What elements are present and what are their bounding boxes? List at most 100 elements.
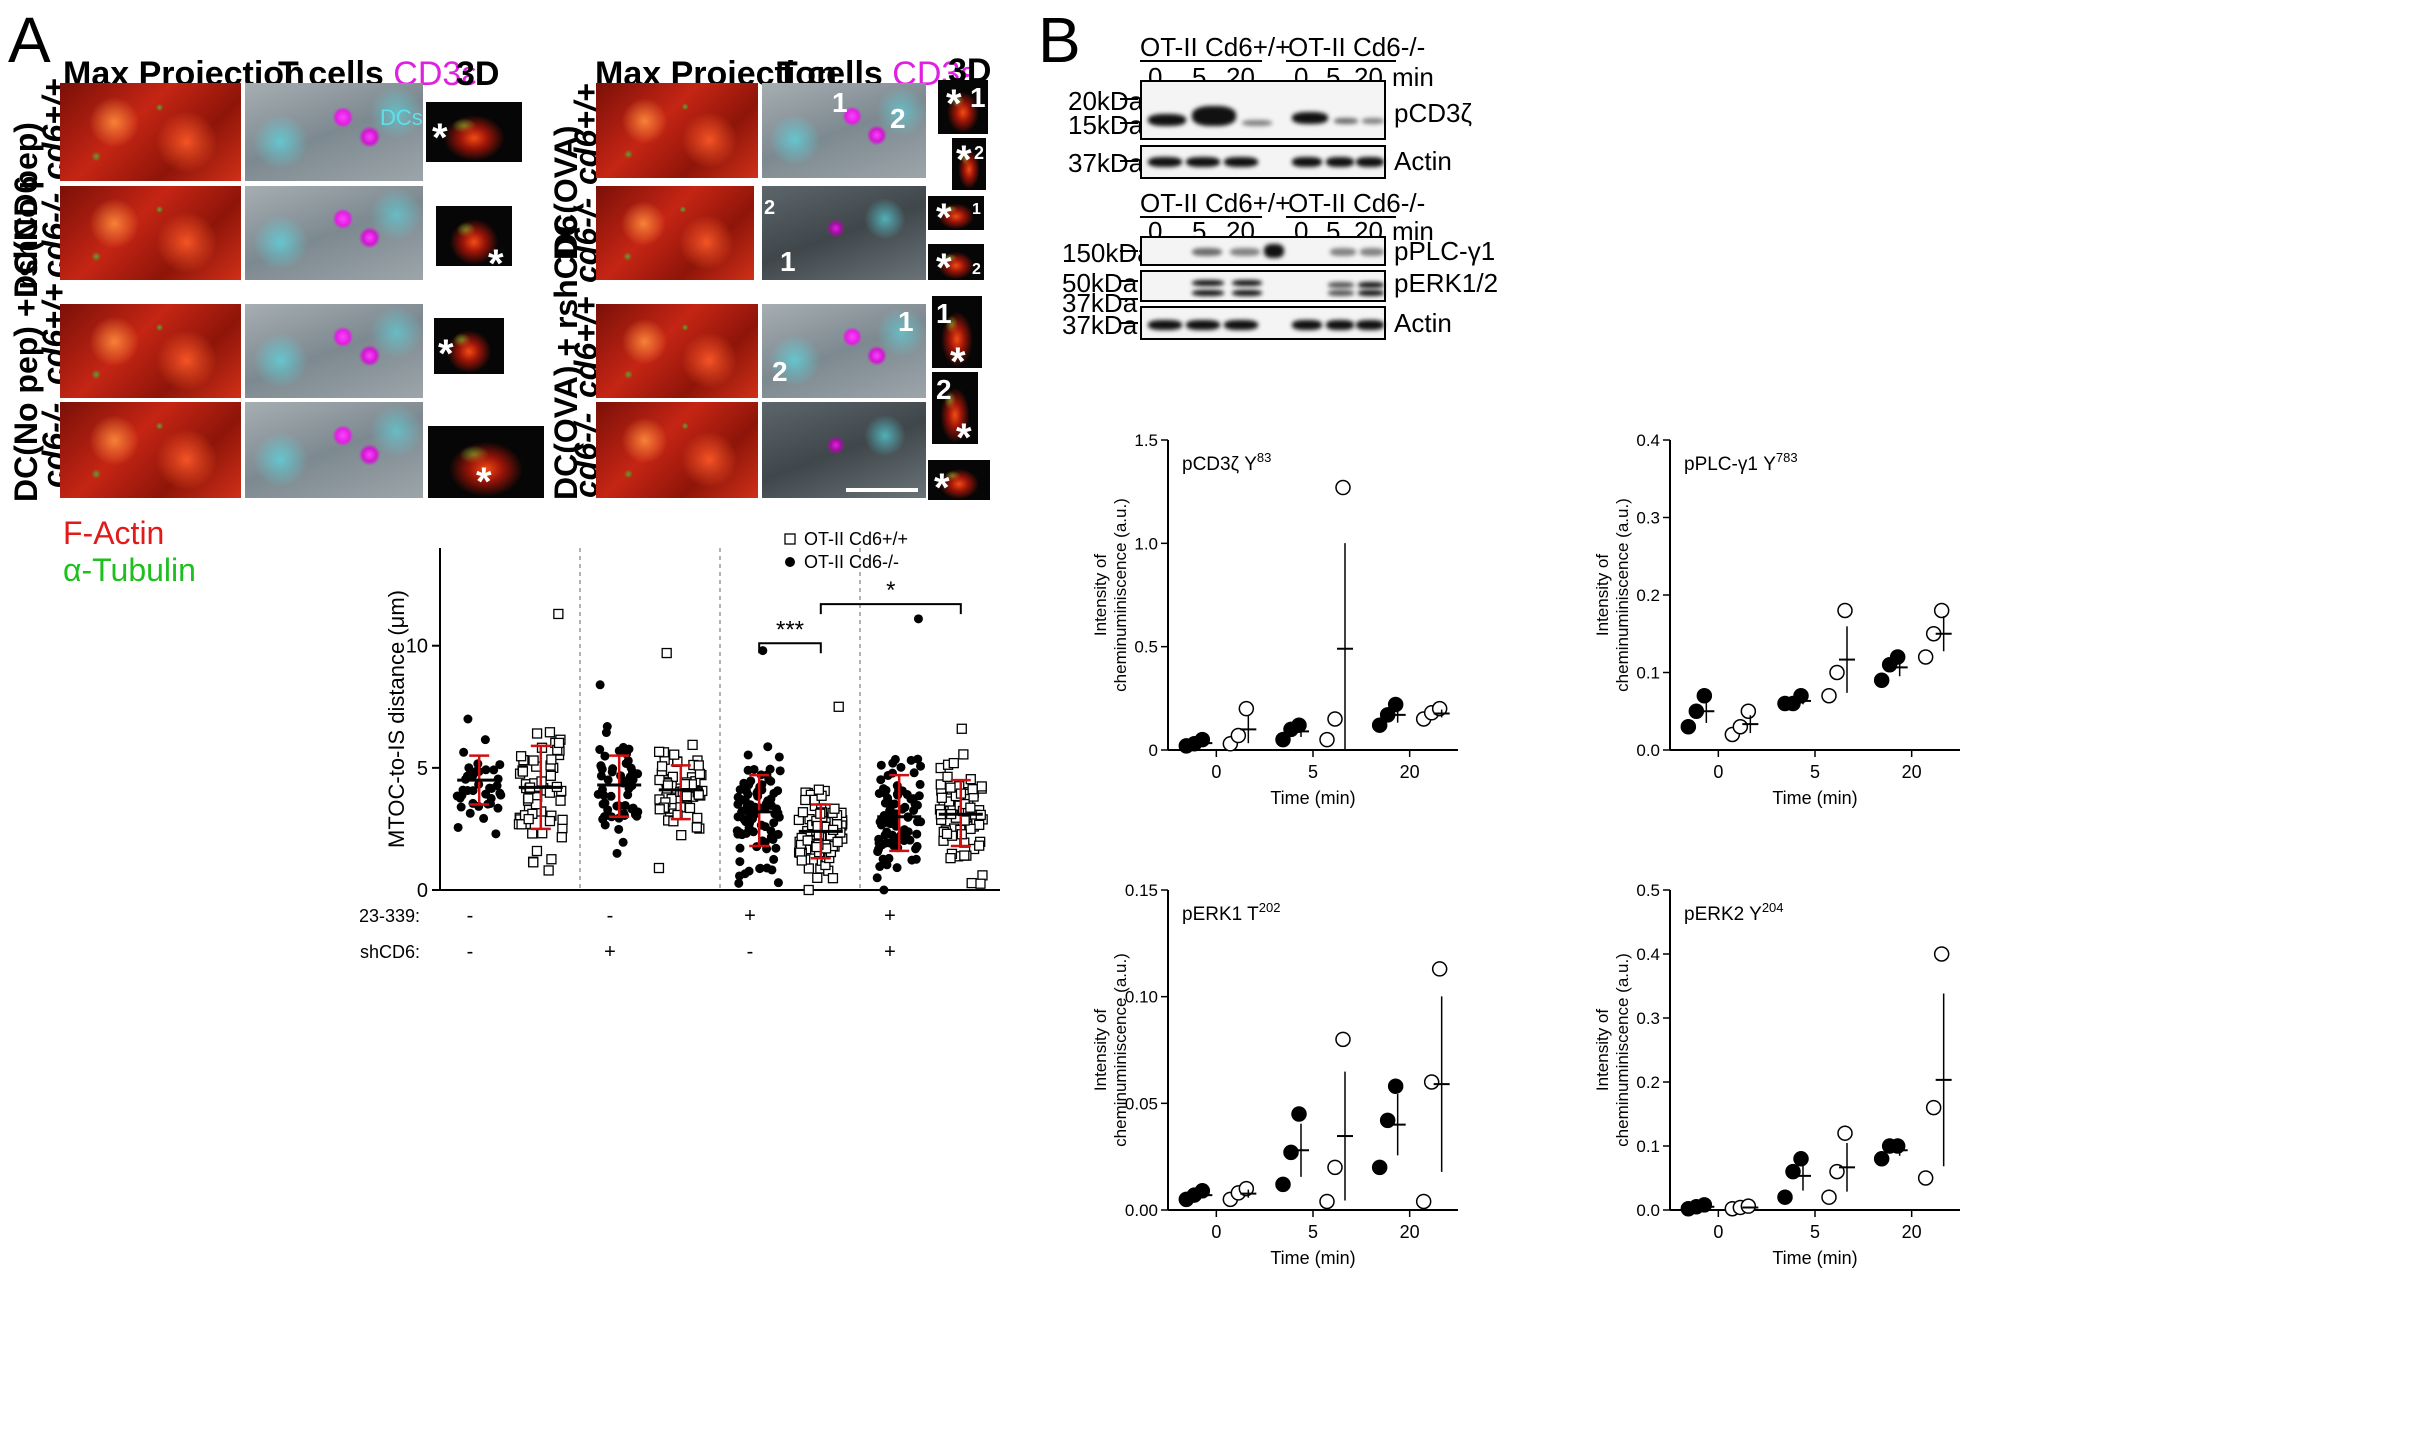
data-point	[599, 790, 609, 800]
data-point	[912, 829, 922, 839]
time-unit-label: min	[1392, 62, 1434, 92]
y-axis-label: cheminuminiscence (a.u.)	[1613, 498, 1632, 692]
data-point	[515, 751, 527, 762]
data-point	[1732, 719, 1749, 735]
data-point	[653, 746, 665, 757]
data-point	[619, 810, 629, 820]
data-point	[553, 608, 564, 620]
data-point	[942, 771, 953, 782]
data-point	[481, 765, 491, 775]
y-tick-label: 0.3	[1636, 509, 1660, 528]
data-point	[734, 878, 744, 888]
y-axis-label: Intensity of	[1091, 1009, 1110, 1091]
x-tick-label: 20	[1400, 762, 1420, 782]
x-tick-label: 20	[1400, 1222, 1420, 1242]
data-point	[1696, 688, 1713, 704]
cell-number-1: 1	[970, 82, 986, 113]
legend-label: OT-II Cd6-/-	[804, 552, 899, 572]
data-point	[1291, 1106, 1307, 1122]
data-point	[974, 840, 985, 851]
y-tick-label: 0.0	[1636, 1201, 1660, 1220]
data-point	[1873, 1151, 1890, 1167]
data-point	[733, 812, 743, 822]
data-point	[654, 774, 665, 786]
micrograph-max-projection	[596, 304, 758, 398]
data-point	[544, 815, 556, 827]
data-point	[1680, 719, 1697, 735]
data-point	[691, 822, 702, 833]
micrograph-t-cells: DCs	[245, 83, 423, 181]
protein-label-perk: pERK1/2	[1394, 268, 1499, 298]
data-point	[496, 790, 506, 800]
micrograph-3d: *	[426, 102, 522, 162]
data-point	[623, 790, 633, 800]
y-tick-label: 5	[417, 758, 428, 780]
data-point	[1925, 1099, 1942, 1116]
data-point	[875, 862, 885, 872]
y-tick-label: 0.5	[1636, 881, 1660, 900]
data-point	[1917, 649, 1934, 665]
y-tick-label: 0.05	[1125, 1094, 1158, 1113]
y-axis-label: cheminuminiscence (a.u.)	[1111, 498, 1130, 692]
micrograph-t-cells	[245, 304, 423, 398]
data-point	[692, 812, 703, 824]
mw-tick	[1120, 250, 1138, 252]
data-point	[479, 813, 489, 823]
data-point	[1777, 1189, 1793, 1205]
data-point	[1821, 1189, 1837, 1205]
cell-number-2: 2	[936, 374, 952, 405]
significance-label: *	[886, 577, 895, 604]
data-point	[495, 760, 505, 770]
data-point	[945, 852, 956, 864]
panel-letter-b: B	[1038, 4, 1081, 76]
micrograph-3d: 1 *	[932, 296, 982, 368]
data-point	[693, 760, 704, 771]
data-point	[760, 803, 770, 813]
condition-value: +	[604, 941, 616, 963]
data-point	[803, 884, 814, 896]
y-tick-label: 0.5	[1134, 638, 1158, 657]
micrograph-t-cells	[245, 186, 423, 280]
data-point	[769, 854, 779, 864]
data-point	[556, 832, 567, 843]
data-point	[755, 864, 765, 874]
condition-value: -	[747, 941, 754, 963]
data-point	[598, 799, 608, 809]
mw-label: 50kDa	[1062, 268, 1138, 298]
data-point	[653, 862, 665, 874]
data-point	[763, 796, 773, 806]
x-tick-label: 0	[1211, 762, 1221, 782]
y-tick-label: 0.3	[1636, 1009, 1660, 1028]
data-point	[769, 818, 779, 828]
x-axis-label: Time (min)	[1270, 1248, 1355, 1268]
perk2-chart: 0.0 0.1 0.2 0.3 0.4 0.5 pERK2 Y204 Intensity of…	[1593, 881, 1960, 1268]
chart-title: pERK1 T202	[1182, 900, 1280, 925]
data-point	[900, 802, 910, 812]
data-point	[528, 755, 539, 766]
data-point	[455, 793, 465, 803]
data-point	[523, 793, 534, 804]
star-marker: *	[956, 416, 972, 444]
data-point	[959, 850, 970, 861]
data-point	[872, 873, 882, 883]
mw-tick	[1120, 122, 1138, 124]
data-point	[654, 804, 665, 815]
data-point	[916, 761, 926, 771]
data-point	[896, 762, 906, 772]
data-point	[740, 869, 750, 879]
panel-letter-a: A	[8, 4, 51, 76]
data-point	[1275, 1176, 1291, 1193]
y-tick-label: 10	[406, 636, 428, 658]
x-tick-label: 0	[1713, 762, 1723, 782]
legend-tubulin: α-Tubulin	[63, 552, 196, 588]
data-point	[874, 844, 884, 854]
micrograph-t-cells: 1 2	[762, 83, 926, 178]
data-point	[888, 839, 898, 849]
data-point	[1873, 672, 1890, 688]
data-point	[456, 802, 466, 812]
data-point	[911, 844, 921, 854]
cell-number-2: 2	[890, 103, 906, 134]
y-tick-label: 0	[417, 880, 428, 902]
data-point	[595, 745, 605, 755]
data-point	[555, 795, 566, 806]
